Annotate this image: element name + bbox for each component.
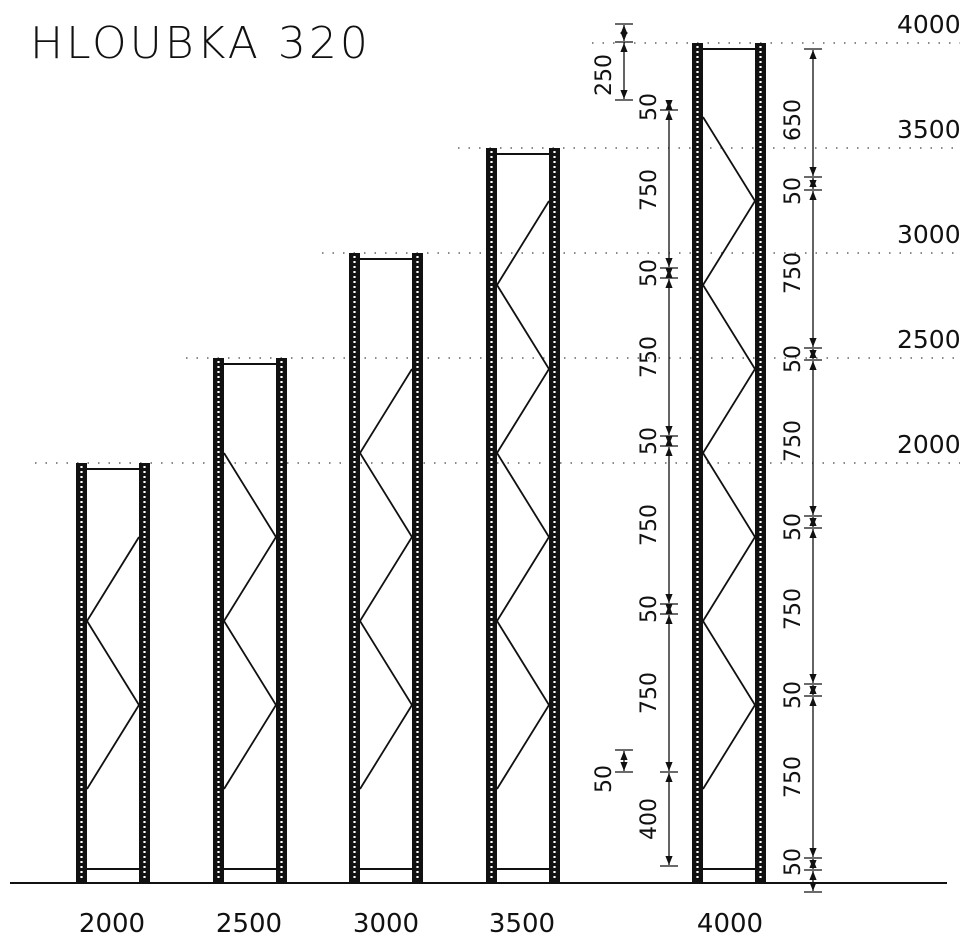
rack-frames	[76, 43, 766, 883]
rack-frame-4000	[692, 43, 766, 883]
level-label-4000: 4000	[897, 10, 961, 39]
frame-label-2000: 2000	[79, 909, 145, 938]
rack-frame-3000	[349, 253, 423, 883]
frame-label-3500: 3500	[489, 909, 555, 938]
right-dim-2: 750	[781, 252, 806, 294]
left-dim-2: 750	[637, 169, 662, 211]
left-dim-8: 750	[637, 672, 662, 714]
upright-left	[486, 148, 497, 883]
left-dim-3: 50	[637, 259, 662, 287]
left-dim-4: 750	[637, 336, 662, 378]
diagonal-bracing	[495, 200, 551, 790]
left-dimension-labels: 250 50 750 50 750 50 750 50 750 50 400	[592, 54, 662, 840]
frame-label-3000: 3000	[353, 909, 419, 938]
left-dim-9: 50	[592, 765, 617, 793]
upright-right	[276, 358, 287, 883]
right-dim-8: 750	[781, 756, 806, 798]
right-dimension-labels: 650 50 750 50 750 50 750 50 750 50	[781, 99, 806, 876]
right-dim-0: 650	[781, 99, 806, 141]
diagonal-bracing	[85, 536, 141, 790]
rack-frame-2000	[76, 463, 150, 883]
drawing-title: HLOUBKA 320	[30, 18, 371, 69]
right-dim-4: 750	[781, 420, 806, 462]
left-dim-0: 250	[592, 54, 617, 96]
right-dim-5: 50	[781, 513, 806, 541]
frame-height-labels: 2000 2500 3000 3500 4000	[79, 909, 763, 938]
frame-label-2500: 2500	[216, 909, 282, 938]
left-dim-1: 50	[637, 93, 662, 121]
level-label-2500: 2500	[897, 325, 961, 354]
right-dim-7: 50	[781, 681, 806, 709]
level-label-2000: 2000	[897, 430, 961, 459]
left-dim-10: 400	[637, 798, 662, 840]
diagonal-bracing	[701, 116, 757, 790]
dimension-lines	[615, 23, 822, 893]
rack-frame-3500	[486, 148, 560, 883]
upright-right	[549, 148, 560, 883]
left-dim-6: 750	[637, 504, 662, 546]
frame-label-4000: 4000	[697, 909, 763, 938]
rack-frame-2500	[213, 358, 287, 883]
left-dim-5: 50	[637, 427, 662, 455]
right-dim-6: 750	[781, 588, 806, 630]
level-label-3000: 3000	[897, 220, 961, 249]
level-label-3500: 3500	[897, 115, 961, 144]
height-level-labels: 2000 2500 3000 3500 4000	[897, 10, 961, 459]
right-dim-3: 50	[781, 345, 806, 373]
right-dim-9: 50	[781, 848, 806, 876]
upright-left	[213, 358, 224, 883]
left-dim-7: 50	[637, 595, 662, 623]
diagonal-bracing	[358, 368, 414, 790]
right-dim-1: 50	[781, 177, 806, 205]
height-level-lines	[35, 42, 960, 464]
diagonal-bracing	[222, 452, 278, 790]
